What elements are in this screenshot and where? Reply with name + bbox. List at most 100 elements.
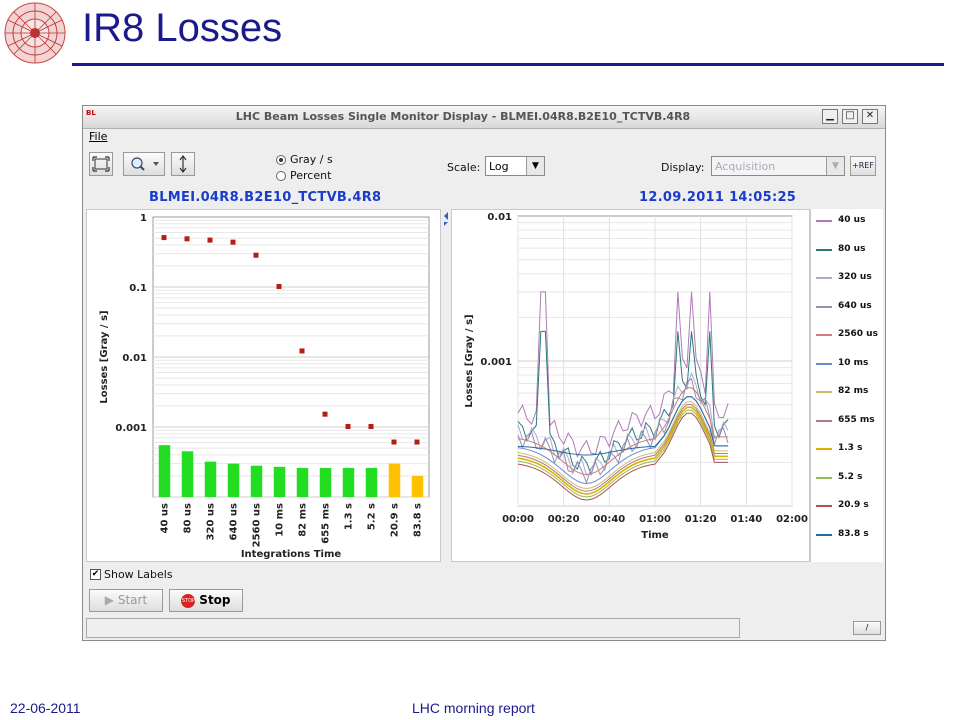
x-tick-label: 01:00 <box>639 514 671 525</box>
legend-label: 640 us <box>838 300 872 311</box>
add-reference-button[interactable]: +REF <box>850 156 876 176</box>
beam-loss-window: BL LHC Beam Losses Single Monitor Displa… <box>82 105 886 641</box>
legend-swatch <box>816 476 832 479</box>
stop-icon: STOP <box>181 593 196 608</box>
x-tick-label: 10 ms <box>275 503 286 537</box>
bar <box>250 465 263 497</box>
maximize-icon: □ <box>845 110 855 121</box>
x-tick-label: 40 us <box>160 503 171 534</box>
vertical-pan-button[interactable] <box>171 152 195 176</box>
lhc-logo <box>4 2 66 64</box>
series-line <box>517 387 729 475</box>
y-axis-label: Losses [Gray / s] <box>464 314 475 407</box>
data-point <box>207 237 213 243</box>
x-tick-label: 320 us <box>206 503 217 540</box>
chevron-down-icon: ▼ <box>526 157 544 175</box>
menu-file[interactable]: File <box>89 130 108 143</box>
unit-percent-radio[interactable] <box>276 171 286 181</box>
data-point <box>161 235 167 241</box>
bar <box>273 466 286 497</box>
bar <box>204 461 217 497</box>
bar <box>227 463 240 497</box>
data-point <box>414 439 420 445</box>
y-tick-label: 0.1 <box>129 283 147 294</box>
display-select[interactable]: Acquisition ▼ <box>711 156 845 176</box>
y-axis-label: Losses [Gray / s] <box>99 310 110 403</box>
toolbar: Gray / s Percent Scale: Log ▼ Display: A… <box>83 148 885 184</box>
bar <box>388 463 401 497</box>
zoom-button[interactable] <box>123 152 165 176</box>
legend-label: 5.2 s <box>838 471 863 482</box>
legend-swatch <box>816 220 832 222</box>
legend-swatch <box>816 362 832 365</box>
bar <box>365 467 378 497</box>
resize-grip[interactable]: / <box>853 621 881 635</box>
vertical-arrows-icon <box>179 155 187 173</box>
close-button[interactable]: ✕ <box>862 109 878 124</box>
series-line <box>517 412 729 501</box>
scale-value: Log <box>489 160 509 173</box>
data-point <box>230 239 236 245</box>
x-tick-label: 02:00 <box>776 514 808 525</box>
legend-label: 655 ms <box>838 414 875 425</box>
minimize-button[interactable]: ▁ <box>822 109 838 124</box>
start-button[interactable]: ▶ Start <box>89 589 163 612</box>
series-line <box>517 406 729 495</box>
x-tick-label: 20.9 s <box>390 503 401 537</box>
unit-gray-radio[interactable] <box>276 155 286 165</box>
series-line <box>517 378 729 484</box>
legend-swatch <box>816 277 832 279</box>
monitor-name: BLMEI.04R8.B2E10_TCTVB.4R8 <box>149 190 382 205</box>
scale-label: Scale: <box>447 161 481 174</box>
zoom-icon <box>131 157 159 171</box>
legend-swatch <box>816 419 832 422</box>
series-line <box>517 396 729 456</box>
fit-view-button[interactable] <box>89 152 113 176</box>
y-tick-label: 0.001 <box>480 357 512 368</box>
x-axis-label: Time <box>641 530 669 541</box>
data-point <box>299 348 305 354</box>
status-bar <box>86 618 740 638</box>
title-rule <box>72 63 944 66</box>
window-titlebar[interactable]: BL LHC Beam Losses Single Monitor Displa… <box>83 106 885 129</box>
legend-swatch <box>816 533 832 536</box>
stop-button[interactable]: STOP Stop <box>169 589 243 612</box>
data-point <box>345 424 351 429</box>
legend-swatch <box>816 248 832 251</box>
data-point <box>391 439 397 445</box>
legend-swatch <box>816 391 832 393</box>
y-tick-label: 0.01 <box>487 212 512 223</box>
panel-splitter[interactable] <box>443 209 449 562</box>
splitter-arrows-icon <box>444 212 448 226</box>
legend-label: 82 ms <box>838 386 869 396</box>
x-tick-label: 00:00 <box>502 514 534 525</box>
unit-gray-label: Gray / s <box>290 153 333 166</box>
integration-losses-chart: 1 0.1 0.01 0.001 40 us 80 us 320 us 640 us 2560 … <box>99 213 430 560</box>
show-labels-checkbox[interactable]: ✔ <box>90 569 101 580</box>
legend-label: 40 us <box>838 215 866 225</box>
maximize-button[interactable]: □ <box>842 109 858 124</box>
scale-select[interactable]: Log ▼ <box>485 156 545 176</box>
play-icon: ▶ <box>104 593 115 607</box>
x-tick-label: 655 ms <box>321 503 332 544</box>
x-tick-label: 2560 us <box>252 503 263 547</box>
bar <box>411 475 424 497</box>
legend-label: 20.9 s <box>838 500 869 510</box>
time-series-chart-panel: 00:00 00:20 00:40 01:00 01:20 01:40 02:00 0.01 0… <box>451 209 810 562</box>
data-point <box>276 284 282 289</box>
legend-swatch <box>816 334 832 336</box>
legend-swatch <box>816 305 832 308</box>
display-label: Display: <box>661 161 705 174</box>
close-icon: ✕ <box>865 110 875 121</box>
x-tick-label: 5.2 s <box>367 503 378 530</box>
y-tick-label: 0.01 <box>122 353 147 364</box>
series-legend: 40 us 80 us 320 us 640 us 2560 us 10 ms 82 ms 6… <box>810 209 883 562</box>
data-point <box>253 252 259 258</box>
bar <box>342 467 355 497</box>
unit-percent-label: Percent <box>290 169 332 182</box>
bar <box>181 451 194 497</box>
x-tick-label: 640 us <box>229 503 240 540</box>
series-line <box>517 409 729 498</box>
show-labels-label: Show Labels <box>104 568 173 581</box>
legend-label: 320 us <box>838 272 872 282</box>
